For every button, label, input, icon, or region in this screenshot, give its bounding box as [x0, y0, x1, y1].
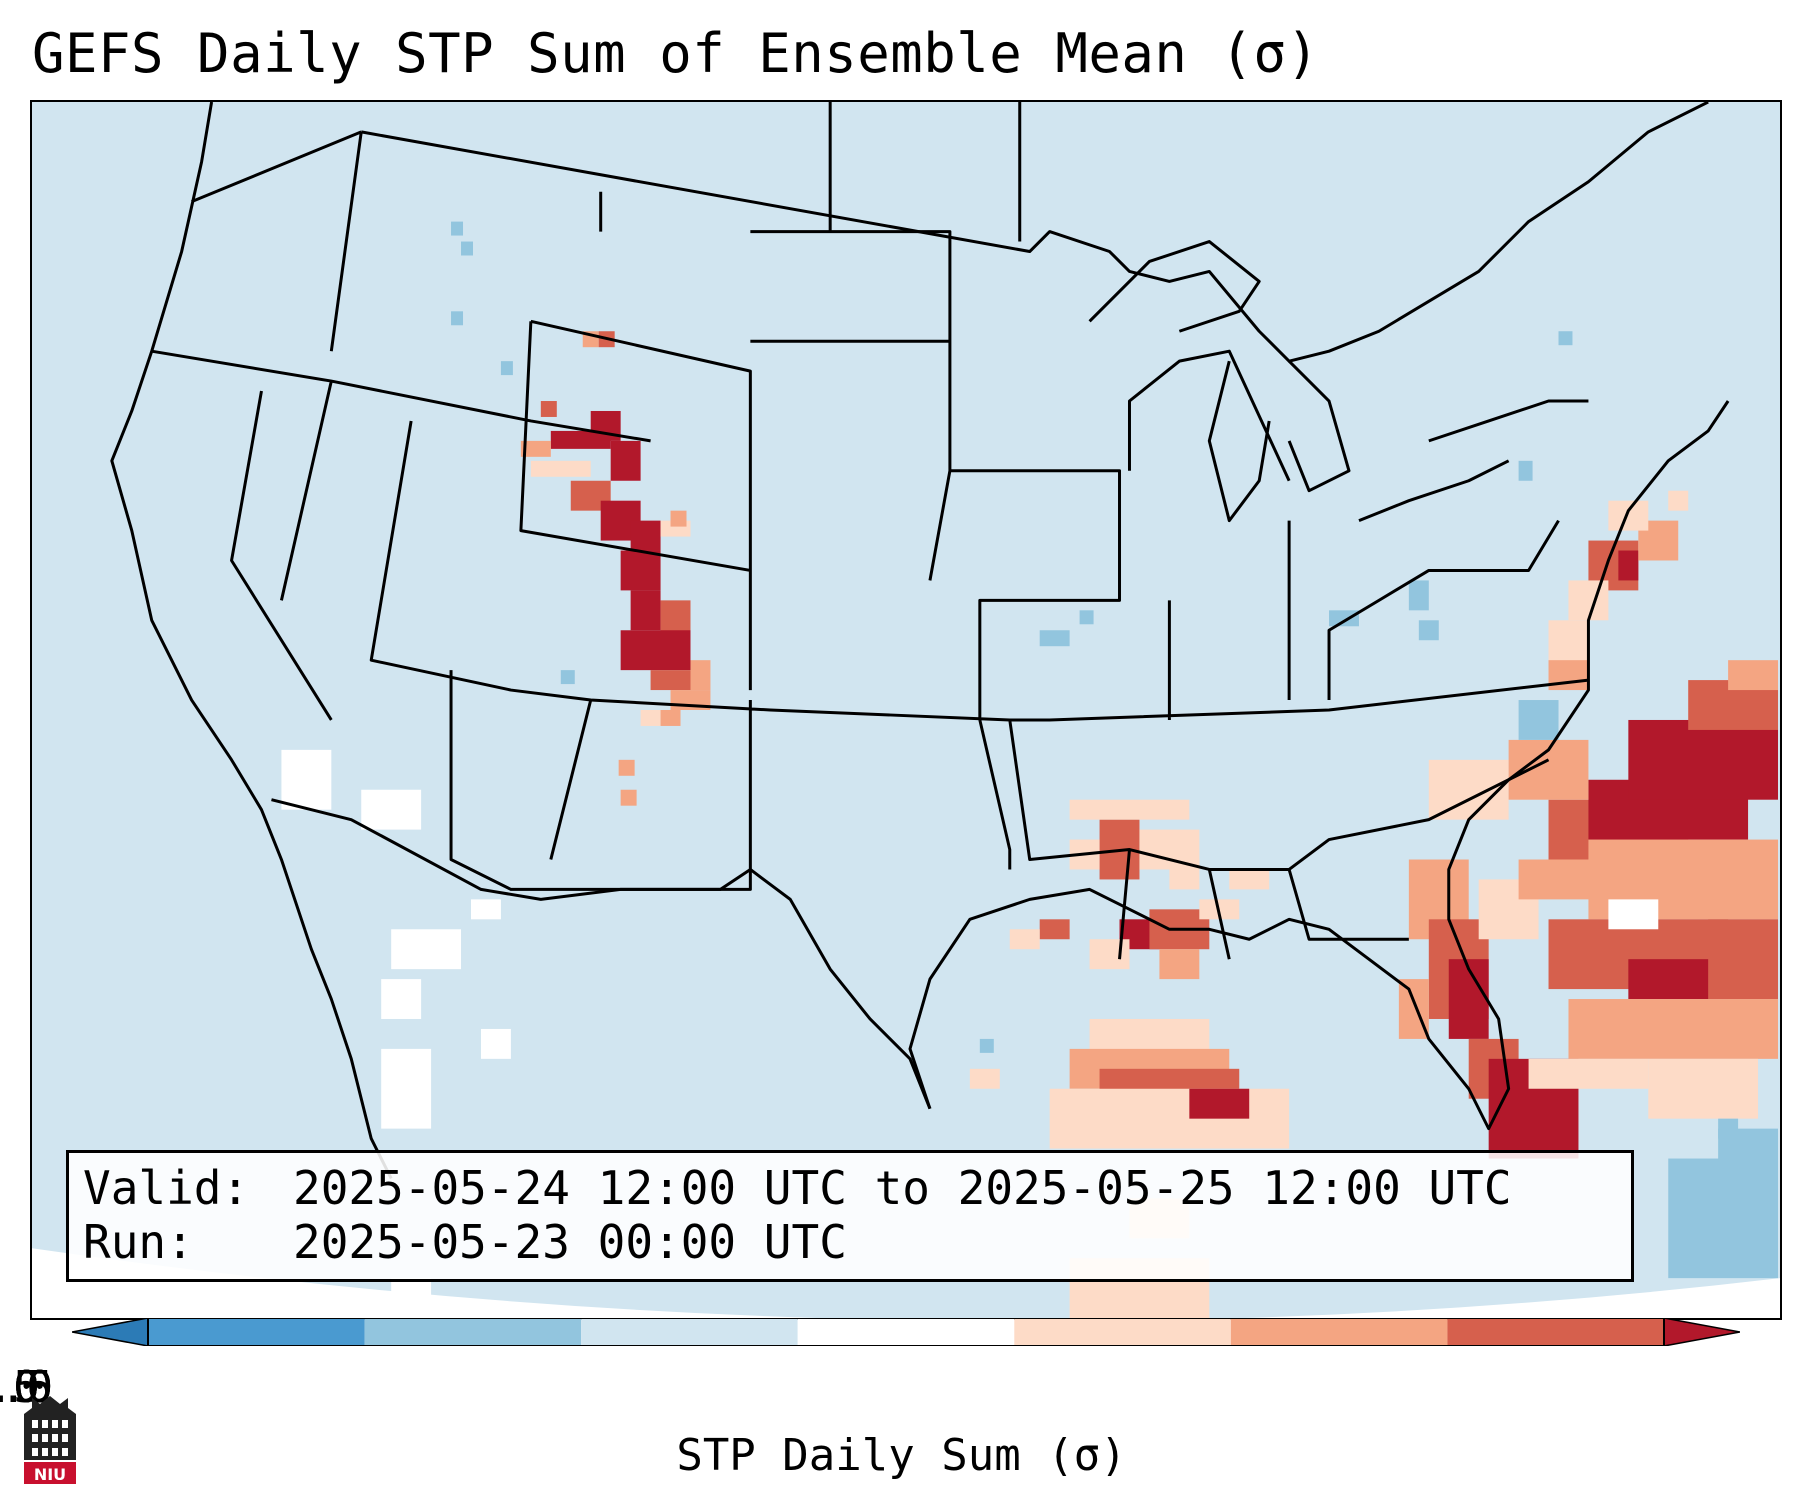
colorbar-segment	[364, 1318, 582, 1346]
boundaries	[110, 102, 1730, 1180]
colorbar-segment	[1230, 1318, 1448, 1346]
colorbar-extend-low	[72, 1318, 149, 1346]
colorbar-segment	[148, 1318, 365, 1346]
atlantic-cells	[1398, 490, 1779, 1279]
map-panel	[30, 100, 1782, 1320]
niu-logo-icon: NIU	[24, 1396, 76, 1484]
valid-run-info-box: Valid: 2025-05-24 12:00 UTC to 2025-05-2…	[66, 1150, 1634, 1282]
mexico-border	[271, 798, 932, 1110]
colorbar-segment	[1014, 1318, 1231, 1346]
anomaly-cells	[281, 221, 1779, 1318]
map-canvas	[32, 102, 1780, 1318]
colorbar-outline	[147, 1318, 1665, 1346]
valid-label: Valid:	[83, 1161, 250, 1215]
run-value: 2025-05-23 00:00 UTC	[293, 1215, 847, 1269]
pacific-coastline	[110, 102, 393, 1180]
colorbar	[72, 1318, 1740, 1346]
colorbar-segment	[581, 1318, 798, 1346]
colorbar-label: STP Daily Sum (σ)	[676, 1430, 1127, 1481]
blue-speck-cells	[979, 331, 1573, 1053]
valid-value: 2025-05-24 12:00 UTC to 2025-05-25 12:00…	[293, 1161, 1512, 1215]
great-lakes	[1088, 240, 1589, 523]
state-lines	[151, 102, 1589, 960]
gulf-coastline	[908, 400, 1730, 1131]
run-label: Run:	[83, 1215, 194, 1269]
white-cells	[281, 749, 511, 1299]
projection-fill	[32, 102, 1780, 1318]
colorbar-extend-high	[1663, 1318, 1740, 1346]
page-title: GEFS Daily STP Sum of Ensemble Mean (σ)	[32, 22, 1320, 85]
colorbar-segment	[797, 1318, 1015, 1346]
logo-text: NIU	[34, 1465, 66, 1484]
colorbar-segment	[1447, 1318, 1664, 1346]
